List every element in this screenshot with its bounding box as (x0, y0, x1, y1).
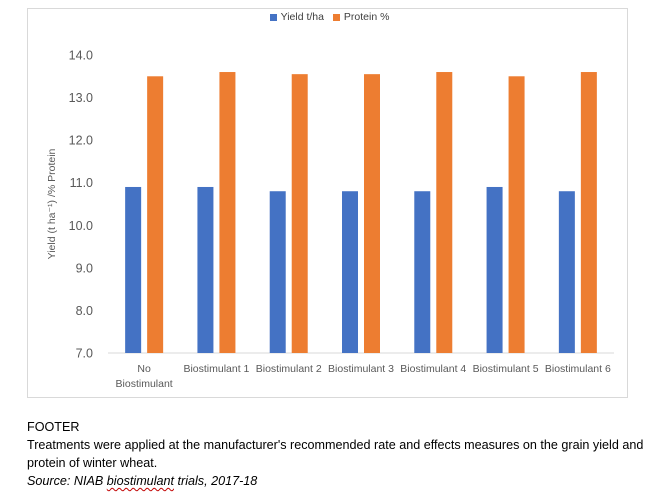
y-tick-label: 14.0 (69, 49, 93, 63)
legend-item-protein: Protein % (332, 11, 390, 23)
bar-yield (414, 191, 431, 353)
y-axis-title: Yield (t ha⁻¹) /% Protein (46, 148, 58, 259)
x-tick-label: Biostimulant 5 (473, 363, 539, 375)
y-tick-label: 10.0 (69, 219, 93, 233)
legend-swatch-yield (269, 13, 277, 21)
chart-legend: Yield t/ha Protein % (0, 11, 665, 24)
legend-label-protein: Protein % (343, 11, 390, 23)
x-tick-label: Biostimulant 6 (545, 363, 611, 375)
bar-yield (486, 186, 503, 353)
bar-protein (580, 72, 597, 354)
bar-chart: 7.0 8.0 9.0 10.0 11.0 12.0 13.0 14.0 Yield (t ha… (46, 49, 614, 390)
bar-protein (508, 76, 525, 354)
bar-protein (364, 74, 380, 354)
bar-protein (291, 74, 308, 354)
x-tick-label: No (137, 363, 151, 375)
bar-protein (436, 72, 453, 354)
y-tick-label: 11.0 (70, 176, 93, 190)
footer-heading: FOOTER (27, 420, 80, 434)
source-suffix: trials, 2017-18 (174, 474, 258, 488)
bar-protein (147, 76, 164, 354)
chart-area (27, 8, 628, 398)
y-tick-label: 8.0 (76, 304, 93, 318)
x-tick-label: Biostimulant (116, 378, 173, 390)
footer-source: Source: NIAB biostimulant trials, 2017-1… (27, 472, 647, 490)
x-tick-label: Biostimulant 4 (400, 363, 466, 375)
bar-yield (269, 191, 286, 353)
bar-yield (342, 191, 358, 353)
footer: FOOTER Treatments were applied at the ma… (27, 418, 647, 490)
x-tick-label: Biostimulant 1 (183, 363, 249, 375)
x-tick-label: Biostimulant 2 (256, 363, 322, 375)
bar-yield (197, 186, 214, 353)
x-tick-label: Biostimulant 3 (328, 363, 394, 375)
legend-swatch-protein (332, 13, 340, 21)
legend-item-yield: Yield t/ha (269, 11, 324, 23)
y-tick-label: 12.0 (69, 134, 93, 148)
y-tick-label: 13.0 (69, 91, 93, 105)
y-tick-label: 7.0 (76, 347, 93, 361)
bar-yield (125, 186, 142, 353)
legend-label-yield: Yield t/ha (280, 11, 324, 23)
y-tick-label: 9.0 (76, 261, 93, 275)
bar-protein (219, 72, 236, 354)
source-underlined-word: biostimulant (106, 474, 174, 488)
source-prefix: Source: NIAB (27, 474, 107, 488)
footer-note: Treatments were applied at the manufactu… (27, 438, 644, 470)
bar-yield (558, 191, 575, 353)
